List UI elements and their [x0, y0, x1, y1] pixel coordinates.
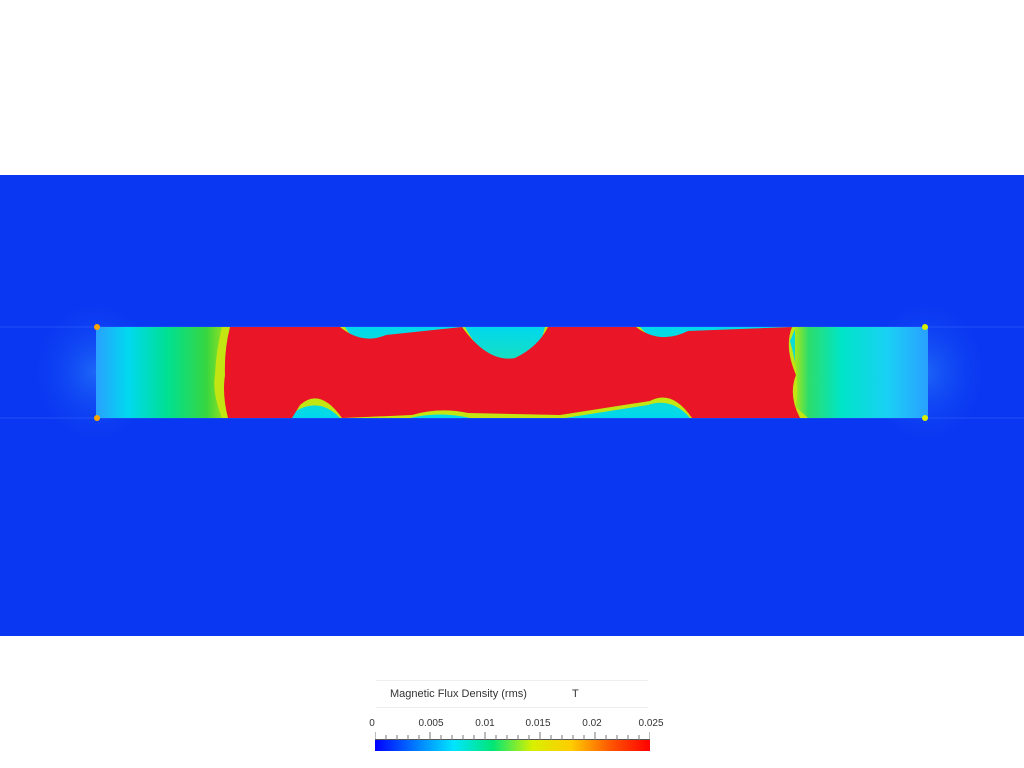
legend-tick-label-4: 0.02 [582, 718, 602, 729]
flux-density-plot [0, 292, 1024, 452]
hotspot-top-left [94, 324, 100, 330]
legend-colorbar [375, 740, 650, 751]
saturation-core [224, 327, 800, 418]
legend-tick-label-1: 0.005 [418, 718, 444, 729]
legend-title: Magnetic Flux Density (rms) [390, 688, 527, 700]
legend-unit: T [572, 688, 579, 700]
legend-tick-label-0: 0 [369, 718, 375, 729]
legend-tick-label-3: 0.015 [525, 718, 551, 729]
hotspot-bottom-right [922, 415, 928, 421]
field-gradient-left [96, 327, 226, 418]
hotspot-top-right [922, 324, 928, 330]
legend-tick-label-2: 0.01 [475, 718, 495, 729]
legend-header: Magnetic Flux Density (rms) T [376, 680, 648, 708]
field-gradient-right [795, 327, 928, 418]
hotspot-bottom-left [94, 415, 100, 421]
legend-tick-label-5: 0.025 [638, 718, 664, 729]
legend-axis [375, 732, 650, 740]
simulation-viewport[interactable] [0, 175, 1024, 636]
color-legend: Magnetic Flux Density (rms) T 0 0.005 0.… [369, 680, 664, 760]
